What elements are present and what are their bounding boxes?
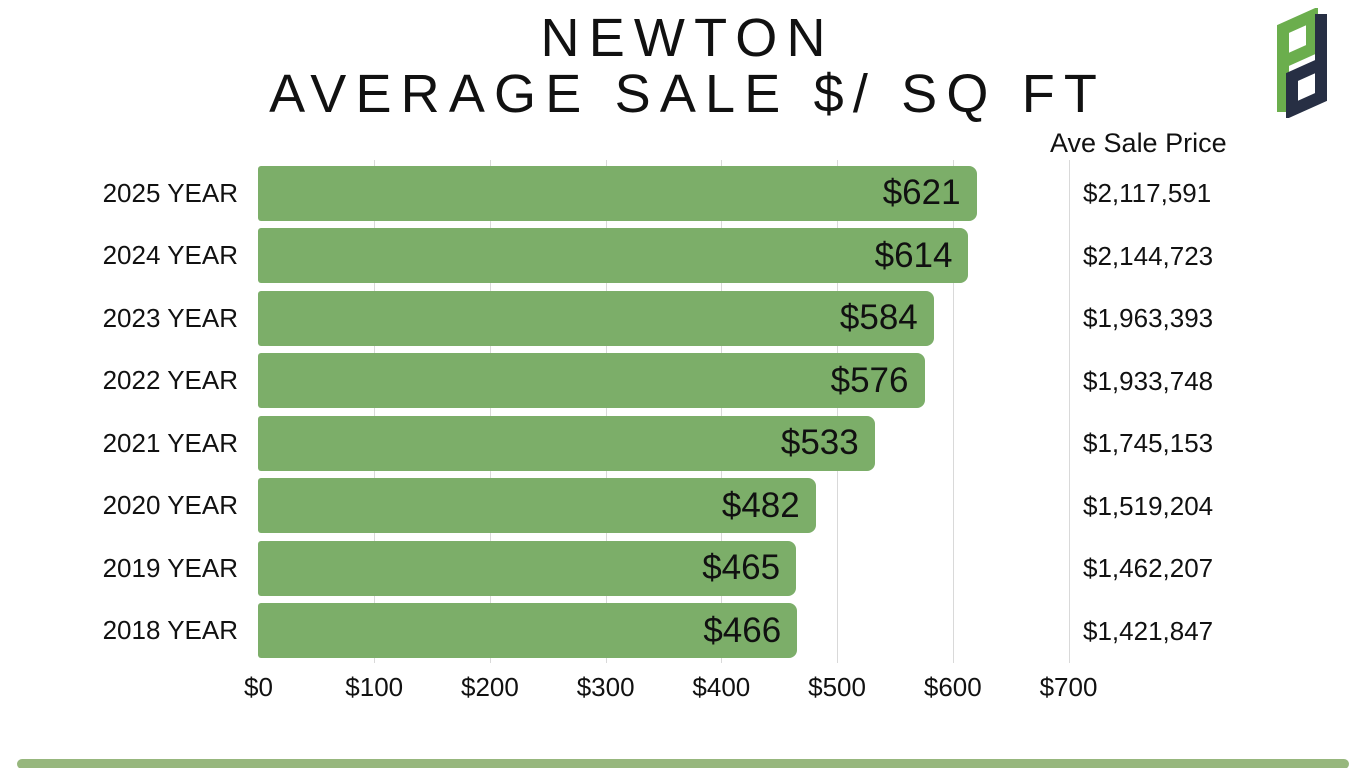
bar: $614 <box>258 228 969 283</box>
pd-brand-logo-icon <box>1277 8 1327 118</box>
category-label: 2018 YEAR <box>102 615 238 645</box>
bar: $621 <box>258 165 977 221</box>
bar-value-label: $576 <box>830 360 909 400</box>
bottom-accent-bar <box>17 759 1349 768</box>
category-label: 2020 YEAR <box>102 490 238 520</box>
ave-sale-price-value: $1,462,207 <box>1083 553 1214 583</box>
category-label: 2021 YEAR <box>102 427 238 458</box>
ave-sale-price-value: $2,144,723 <box>1083 240 1214 271</box>
ave-sale-price-value: $1,933,748 <box>1083 365 1214 396</box>
bar-value-label: $482 <box>721 485 800 525</box>
ave-sale-price-value: $1,963,393 <box>1083 303 1214 333</box>
bar-value-label: $466 <box>703 610 782 650</box>
category-label: 2023 YEAR <box>102 302 238 333</box>
x-axis-tick-label: $0 <box>244 672 273 702</box>
chart-title-line1: NEWTON <box>540 8 835 68</box>
x-axis-tick-label: $700 <box>1039 672 1098 702</box>
bar: $466 <box>258 603 798 658</box>
category-label: 2022 YEAR <box>102 365 238 395</box>
bar-value-label: $533 <box>780 423 859 462</box>
category-label: 2025 YEAR <box>102 177 238 208</box>
price-column-header: Ave Sale Price <box>1050 128 1227 158</box>
ave-sale-price-value: $1,519,204 <box>1083 490 1214 521</box>
x-axis-tick-label: $300 <box>576 672 635 702</box>
bar: $533 <box>258 415 875 471</box>
bar-value-label: $621 <box>882 173 961 212</box>
gridline <box>952 160 954 663</box>
ave-sale-price-value: $1,745,153 <box>1083 428 1214 458</box>
category-label: 2024 YEAR <box>102 240 238 270</box>
gridline <box>605 160 607 663</box>
x-axis-tick-label: $600 <box>923 672 982 702</box>
bar-value-label: $584 <box>839 298 918 337</box>
gridline <box>1068 160 1070 663</box>
bar: $465 <box>258 540 797 596</box>
x-axis-tick-label: $100 <box>345 672 404 702</box>
bar: $576 <box>258 353 925 408</box>
gridline <box>374 160 376 663</box>
ave-sale-price-value: $1,421,847 <box>1083 615 1214 646</box>
gridline <box>721 160 723 663</box>
x-axis-tick-label: $500 <box>808 672 866 702</box>
category-label: 2019 YEAR <box>102 552 238 583</box>
x-axis-tick-label: $200 <box>461 672 519 702</box>
gridline <box>837 160 839 663</box>
chart-title-line2: AVERAGE SALE $/ SQ FT <box>269 64 1107 124</box>
gridline <box>489 160 491 663</box>
bar-value-label: $614 <box>874 235 953 275</box>
bar-value-label: $465 <box>702 548 781 587</box>
chart-title: NEWTON AVERAGE SALE $/ SQ FT <box>0 10 1366 122</box>
bar: $584 <box>258 290 934 346</box>
bar: $482 <box>258 478 816 533</box>
ave-sale-price-value: $2,117,591 <box>1083 178 1212 208</box>
x-axis-tick-label: $400 <box>692 672 751 702</box>
